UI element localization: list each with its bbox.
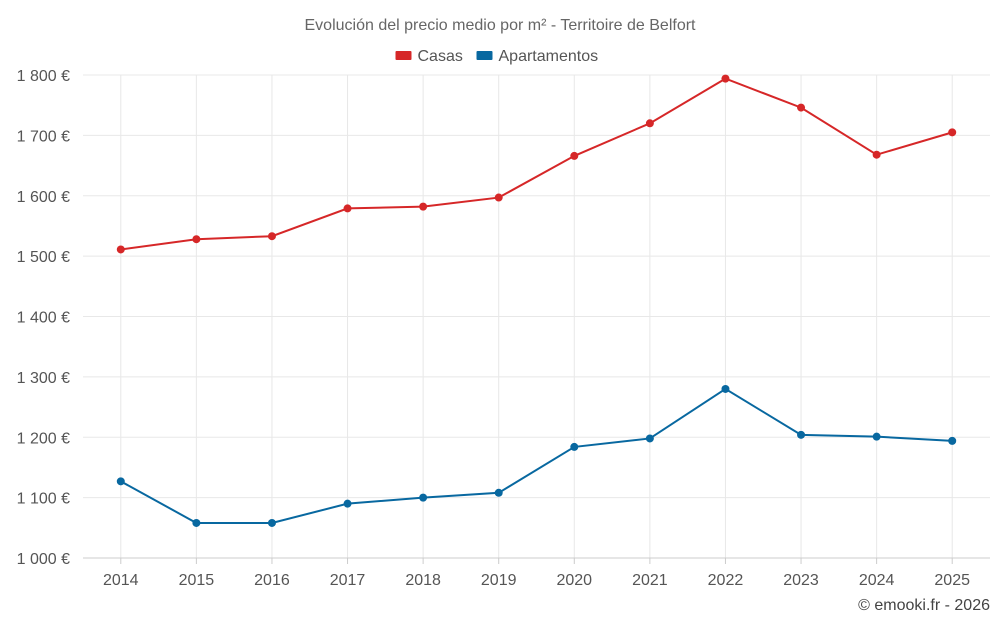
data-point-casas[interactable]	[721, 74, 730, 83]
data-point-casas[interactable]	[494, 193, 503, 202]
data-point-apartamentos[interactable]	[570, 442, 579, 451]
x-tick-label: 2017	[330, 572, 366, 589]
data-point-apartamentos[interactable]	[494, 488, 503, 497]
data-point-casas[interactable]	[797, 103, 806, 112]
chart-title: Evolución del precio medio por m² - Terr…	[305, 17, 697, 34]
x-tick-label: 2024	[859, 572, 895, 589]
y-tick-label: 1 100 €	[17, 491, 70, 508]
data-point-apartamentos[interactable]	[872, 432, 881, 441]
series	[116, 74, 957, 527]
x-tick-label: 2016	[254, 572, 290, 589]
data-point-casas[interactable]	[645, 119, 654, 128]
legend-label-apartamentos[interactable]: Apartamentos	[499, 48, 599, 65]
y-tick-label: 1 500 €	[17, 249, 70, 266]
y-tick-label: 1 300 €	[17, 370, 70, 387]
y-tick-label: 1 400 €	[17, 310, 70, 327]
y-tick-label: 1 700 €	[17, 128, 70, 145]
data-point-apartamentos[interactable]	[192, 518, 201, 527]
series-line-apartamentos	[120, 387, 953, 524]
series-line-casas	[120, 77, 953, 251]
legend-swatch-casas	[395, 51, 412, 60]
legend-label-casas[interactable]: Casas	[418, 48, 463, 65]
data-point-apartamentos[interactable]	[797, 430, 806, 439]
y-tick-label: 1 600 €	[17, 189, 70, 206]
axes: 1 000 € 1 100 € 1 200 € 1 300 € 1 400 € 1 500…	[17, 68, 990, 589]
data-point-apartamentos[interactable]	[343, 499, 352, 508]
data-point-casas[interactable]	[419, 202, 428, 211]
data-point-casas[interactable]	[267, 232, 276, 241]
legend: Casas Apartamentos	[395, 48, 599, 65]
data-point-apartamentos[interactable]	[948, 436, 957, 445]
x-tick-label: 2014	[103, 572, 139, 589]
x-tick-label: 2015	[179, 572, 215, 589]
data-point-casas[interactable]	[343, 204, 352, 213]
copyright-footer: © emooki.fr - 2026	[858, 597, 990, 614]
grid	[83, 74, 990, 559]
data-point-casas[interactable]	[192, 235, 201, 244]
data-point-apartamentos[interactable]	[267, 518, 276, 527]
x-tick-label: 2018	[405, 572, 441, 589]
data-point-casas[interactable]	[116, 245, 125, 254]
x-tick-label: 2020	[556, 572, 592, 589]
data-point-apartamentos[interactable]	[419, 493, 428, 502]
data-point-apartamentos[interactable]	[116, 477, 125, 486]
data-point-casas[interactable]	[570, 151, 579, 160]
x-tick-label: 2019	[481, 572, 517, 589]
legend-swatch-apartamentos	[476, 51, 493, 60]
data-point-apartamentos[interactable]	[645, 434, 654, 443]
data-point-casas[interactable]	[872, 150, 881, 159]
y-tick-label: 1 800 €	[17, 68, 70, 85]
x-tick-label: 2022	[708, 572, 744, 589]
data-point-apartamentos[interactable]	[721, 384, 730, 393]
x-tick-label: 2023	[783, 572, 819, 589]
x-tick-label: 2021	[632, 572, 668, 589]
y-tick-label: 1 000 €	[17, 551, 70, 568]
x-tick-label: 2025	[934, 572, 970, 589]
y-tick-label: 1 200 €	[17, 430, 70, 447]
data-point-casas[interactable]	[948, 128, 957, 137]
